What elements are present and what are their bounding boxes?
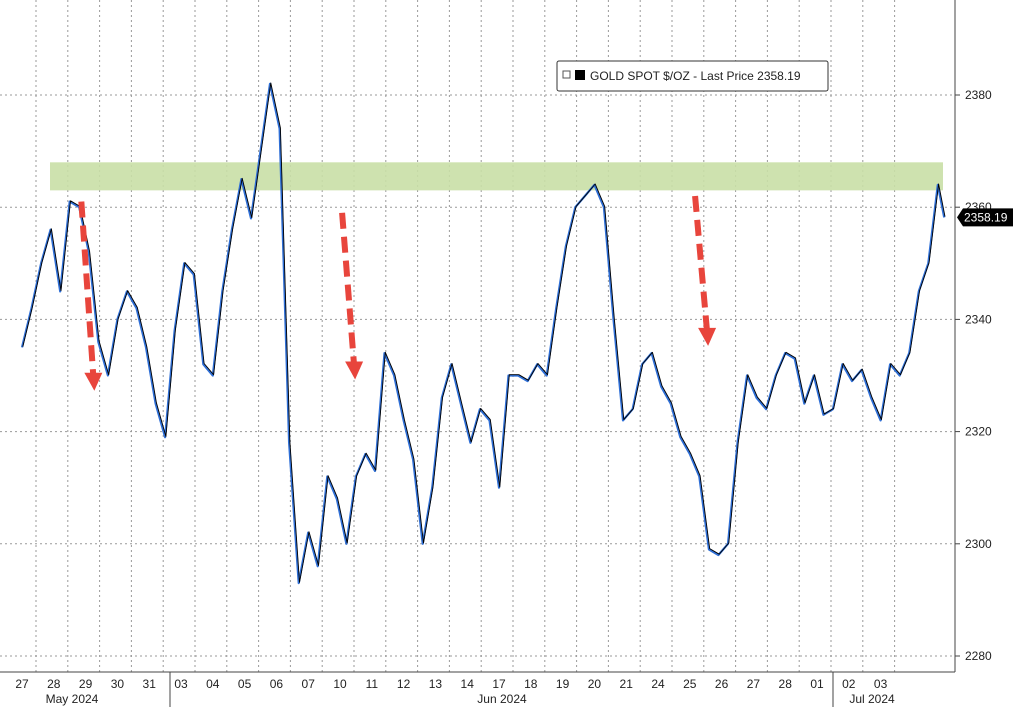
x-tick-label: 30 (111, 677, 125, 691)
y-tick-label: 2280 (965, 649, 992, 663)
x-tick-label: 19 (556, 677, 570, 691)
x-tick-label: 27 (15, 677, 29, 691)
x-tick-label: 01 (810, 677, 824, 691)
legend-toggle-icon (562, 70, 571, 79)
legend-swatch (575, 70, 585, 80)
legend-label: GOLD SPOT $/OZ - Last Price 2358.19 (590, 69, 801, 83)
x-month-label: May 2024 (46, 692, 99, 706)
x-tick-label: 07 (302, 677, 316, 691)
arrow-layer (78, 195, 717, 391)
down-arrow-shaft (339, 212, 358, 366)
x-tick-label: 24 (651, 677, 665, 691)
x-tick-label: 05 (238, 677, 252, 691)
down-arrow-head (345, 361, 364, 380)
x-tick-label: 03 (174, 677, 188, 691)
down-arrow-head (698, 327, 717, 346)
resistance-band (50, 162, 943, 191)
x-tick-label: 10 (333, 677, 347, 691)
price-line-layer (20, 82, 946, 585)
x-tick-label: 06 (270, 677, 284, 691)
down-arrow-head (84, 372, 103, 391)
y-tick-label: 2320 (965, 425, 992, 439)
x-tick-label: 14 (461, 677, 475, 691)
x-tick-label: 18 (524, 677, 538, 691)
legend: GOLD SPOT $/OZ - Last Price 2358.19 (556, 60, 829, 92)
x-tick-label: 26 (715, 677, 729, 691)
x-tick-label: 20 (588, 677, 602, 691)
x-tick-label: 28 (779, 677, 793, 691)
y-tick-label: 2380 (965, 88, 992, 102)
x-tick-label: 11 (366, 677, 379, 691)
x-tick-label: 25 (683, 677, 697, 691)
y-tick-label: 2300 (965, 537, 992, 551)
x-month-label: Jun 2024 (477, 692, 527, 706)
down-arrow-shaft (78, 201, 97, 377)
x-tick-label: 21 (620, 677, 634, 691)
price-line-blue (20, 82, 946, 585)
y-tick-label: 2340 (965, 312, 992, 326)
x-tick-label: 13 (429, 677, 443, 691)
x-tick-label: 28 (47, 677, 61, 691)
x-tick-label: 04 (206, 677, 220, 691)
x-tick-label: 31 (143, 677, 157, 691)
price-line-dark (22, 82, 946, 583)
x-tick-label: 29 (79, 677, 93, 691)
last-price-tag (957, 208, 1013, 227)
resistance-band-layer (50, 162, 943, 191)
x-tick-label: 27 (747, 677, 761, 691)
legend-box (556, 60, 829, 92)
down-arrow-shaft (692, 195, 711, 333)
x-month-label: Jul 2024 (849, 692, 895, 706)
x-tick-label: 12 (397, 677, 411, 691)
x-tick-label: 17 (492, 677, 506, 691)
x-tick-label: 03 (874, 677, 888, 691)
x-tick-label: 02 (842, 677, 856, 691)
last-price-label: 2358.19 (964, 210, 1008, 224)
